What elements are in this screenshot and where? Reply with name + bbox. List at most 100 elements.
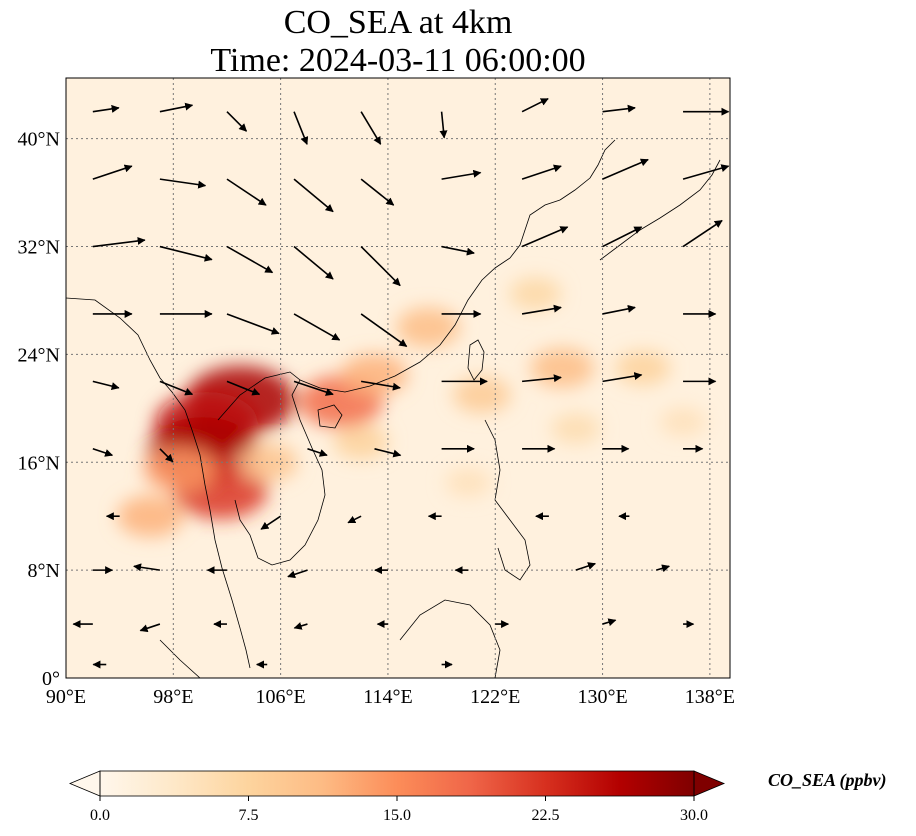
wind-arrow (602, 618, 617, 627)
lat-tick-label: 32°N (18, 237, 60, 259)
wind-arrow (92, 236, 146, 248)
wind-arrow (159, 380, 194, 396)
map-panel (66, 78, 730, 678)
co-plume (341, 353, 408, 396)
wind-arrow (293, 178, 334, 213)
colorbar-tick-label: 0.0 (90, 807, 110, 824)
wind-arrow (293, 245, 334, 280)
lat-tick-label: 24°N (18, 344, 60, 366)
wind-arrow (360, 111, 382, 145)
lat-tick-label: 16°N (18, 452, 60, 474)
latitude-tick-labels: 0° 8°N 16°N 24°N 32°N 40°N (18, 129, 60, 690)
wind-arrow (441, 245, 475, 256)
coastline-indochina (217, 371, 326, 566)
co-plume (452, 376, 511, 413)
gridlines (66, 78, 730, 678)
wind-arrow (92, 448, 114, 457)
wind-arrow (92, 380, 120, 391)
colorbar-ticks: 0.0 7.5 15.0 22.5 30.0 (90, 796, 708, 824)
wind-arrow (374, 448, 402, 458)
colorbar-tick-label: 7.5 (239, 807, 259, 824)
co-plume (530, 347, 595, 388)
wind-arrow (521, 164, 562, 180)
wind-arrow (287, 569, 308, 579)
wind-arrow (575, 562, 596, 571)
co-plume (143, 446, 217, 492)
wind-arrow (159, 178, 207, 189)
wind-arrow (360, 245, 401, 287)
coastline-hainan (317, 404, 343, 429)
co-plume (659, 407, 707, 437)
wind-arrow (347, 515, 362, 524)
wind-arrow (602, 104, 636, 113)
coastline-taiwan (467, 339, 485, 381)
lat-tick-label: 8°N (28, 560, 60, 582)
coastline-korea (559, 139, 616, 201)
lon-tick-label: 90°E (46, 686, 86, 708)
wind-arrow (360, 178, 395, 206)
wind-arrow (139, 623, 161, 633)
wind-arrow (92, 164, 133, 180)
wind-arrow (655, 564, 670, 573)
wind-arrow (293, 111, 309, 145)
colorbar: 0.0 7.5 15.0 22.5 30.0 (68, 770, 726, 824)
wind-arrow (226, 178, 267, 206)
wind-arrow (293, 313, 341, 341)
co-plume (445, 467, 492, 497)
wind-arrow (602, 304, 636, 315)
longitude-tick-labels: 90°E 98°E 106°E 114°E 122°E 130°E 138°E (46, 686, 735, 708)
colorbar-tick-label: 30.0 (680, 807, 708, 824)
wind-vectors (72, 97, 730, 669)
colorbar-tick-label: 22.5 (532, 807, 560, 824)
wind-arrow (521, 97, 549, 113)
colorbar-tick-label: 15.0 (383, 807, 411, 824)
colorbar-label: CO_SEA (ppbv) (768, 770, 887, 790)
colorbar-extend-min (68, 770, 101, 797)
wind-arrow (133, 563, 161, 572)
map-title: CO_SEA at 4km (283, 4, 513, 41)
co-plume (615, 350, 671, 386)
wind-arrow (293, 622, 308, 630)
wind-arrow (226, 380, 261, 396)
wind-arrow (522, 374, 562, 383)
co-plume (117, 495, 184, 538)
colorbar-extend-max (693, 770, 726, 797)
lat-tick-label: 0° (42, 668, 60, 690)
co-concentration-field (117, 277, 707, 538)
wind-arrow (602, 158, 649, 180)
wind-arrow (226, 111, 248, 132)
co-plume (333, 424, 389, 460)
lon-tick-label: 138°E (685, 686, 735, 708)
wind-arrow (521, 226, 569, 248)
lon-tick-label: 98°E (153, 686, 193, 708)
map-frame (65, 77, 731, 679)
coastline-japan (599, 159, 721, 261)
wind-arrow (602, 372, 643, 383)
coastline-philippines (484, 419, 531, 581)
map-subtitle-time: Time: 2024-03-11 06:00:00 (210, 42, 586, 79)
co-plume (509, 277, 562, 311)
lon-tick-label: 130°E (577, 686, 627, 708)
wind-arrow (441, 169, 482, 180)
coastlines (66, 139, 721, 678)
wind-arrow (439, 111, 448, 139)
wind-arrow (602, 226, 643, 248)
lat-tick-label: 40°N (18, 129, 60, 151)
colorbar-gradient (100, 771, 694, 796)
co-plume (396, 307, 461, 348)
wind-arrow (360, 313, 408, 348)
wind-arrow (682, 219, 723, 248)
co-plume (551, 413, 601, 444)
wind-arrow (307, 448, 328, 457)
lon-tick-label: 106°E (256, 686, 306, 708)
wind-arrow (159, 448, 174, 463)
wind-arrow (159, 102, 194, 113)
coastline-china-south (299, 199, 561, 393)
wind-arrow (260, 515, 282, 530)
wind-arrow (360, 380, 401, 391)
wind-arrow (682, 164, 730, 180)
coastline-borneo (399, 599, 501, 678)
lon-tick-label: 122°E (470, 686, 520, 708)
wind-arrow (226, 245, 274, 274)
